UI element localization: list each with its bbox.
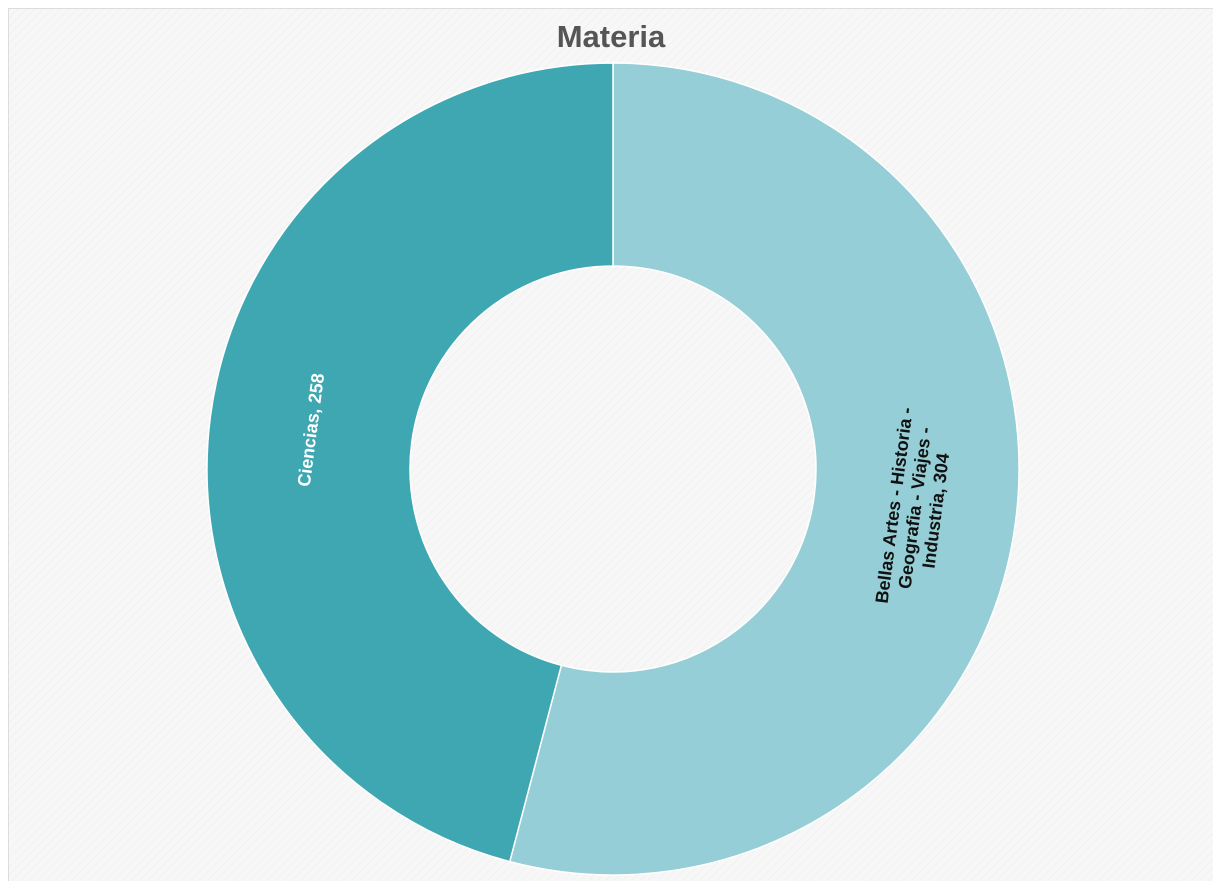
donut-slice-2 bbox=[206, 62, 614, 863]
donut-chart: Bellas Artes - Historia -Geografia - Via… bbox=[206, 62, 1020, 876]
donut-slices bbox=[206, 62, 1020, 876]
chart-title: Materia bbox=[556, 19, 666, 54]
chart-frame: Materia Bellas Artes - Historia -Geograf… bbox=[8, 8, 1213, 881]
donut-slice-1 bbox=[508, 62, 1020, 876]
